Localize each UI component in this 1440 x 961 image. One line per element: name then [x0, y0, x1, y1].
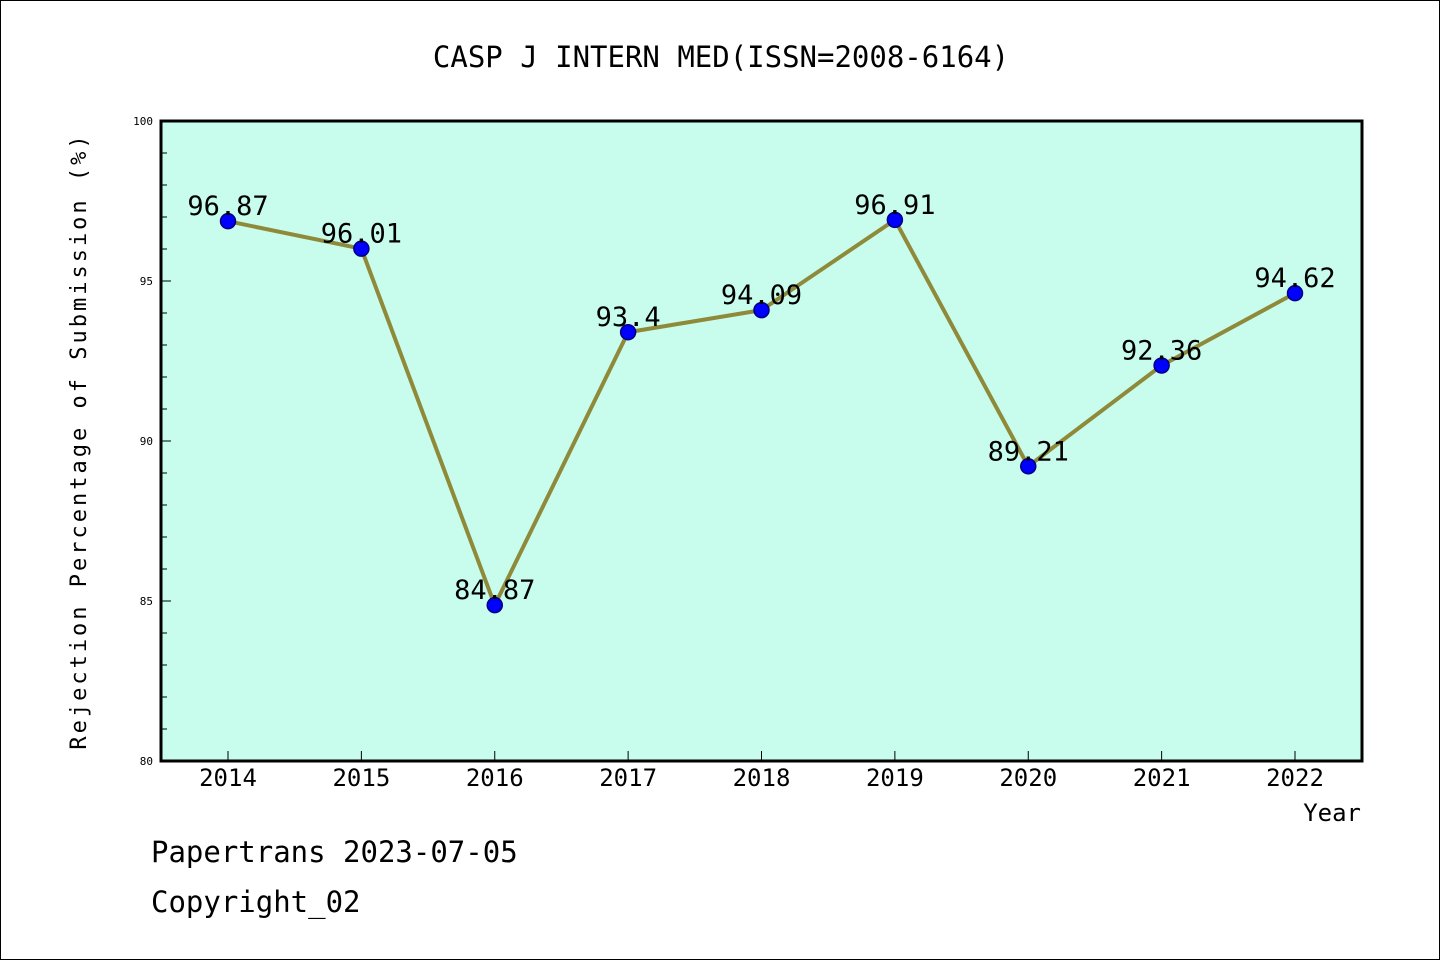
data-point [353, 240, 370, 257]
x-tick-label: 2020 [999, 764, 1057, 792]
x-tick-label: 2022 [1266, 764, 1324, 792]
plot-area: 80 85 90 95 100 2014 2015 2016 2017 2018 2019 2020 2… [133, 115, 1364, 792]
y-tick-label: 95 [140, 275, 153, 288]
data-point [1153, 357, 1170, 374]
plot-background [161, 121, 1362, 761]
data-label: 84.87 [454, 575, 535, 606]
plot-border [159, 119, 1364, 763]
x-tick-label: 2019 [866, 764, 924, 792]
data-point [486, 596, 503, 614]
chart-title: CASP J INTERN MED(ISSN=2008-6164) [433, 40, 1009, 74]
x-tick-label: 2016 [466, 764, 524, 792]
y-axis-label: Rejection Percentage of Submission (%) [67, 132, 92, 749]
x-axis-label: Year [1303, 799, 1361, 827]
data-label: 96.01 [321, 219, 402, 250]
x-tick-label: 2018 [733, 764, 791, 792]
data-label: 96.91 [854, 190, 935, 221]
x-tick-label: 2015 [332, 764, 390, 792]
x-tick-label: 2017 [599, 764, 657, 792]
data-point [1020, 458, 1037, 475]
y-tick-label: 80 [140, 755, 153, 768]
data-label: 94.09 [721, 280, 802, 311]
y-tick-label: 85 [140, 595, 153, 608]
footer-date: Papertrans 2023-07-05 [151, 835, 518, 869]
data-point [619, 323, 637, 341]
data-point [1286, 284, 1304, 302]
data-label: 92.36 [1121, 335, 1202, 366]
data-point [753, 301, 770, 319]
data-label: 89.21 [988, 436, 1069, 467]
y-tick-label: 90 [140, 435, 153, 448]
footer-copyright: Copyright_02 [151, 885, 361, 919]
data-point [886, 211, 904, 229]
data-label: 96.87 [187, 191, 268, 222]
data-point [219, 212, 237, 230]
data-label: 93.4 [596, 302, 661, 333]
data-label: 94.62 [1254, 263, 1335, 294]
x-tick-label: 2014 [199, 764, 257, 792]
x-tick-label: 2021 [1133, 764, 1191, 792]
y-tick-label: 100 [133, 115, 153, 128]
